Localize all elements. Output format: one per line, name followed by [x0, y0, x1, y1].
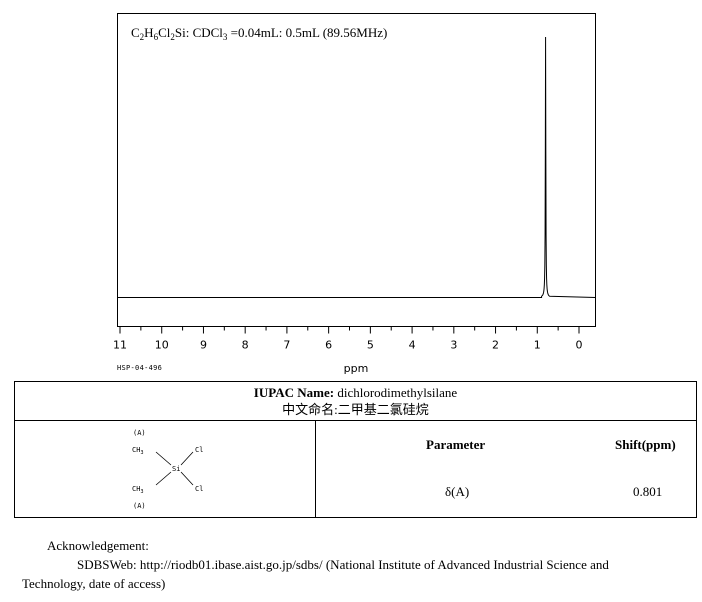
x-tick-label: 3 — [450, 339, 457, 352]
x-tick-label: 11 — [113, 339, 127, 352]
bond-line — [180, 451, 194, 466]
title-part: C — [131, 25, 140, 40]
x-tick-label: 10 — [155, 339, 169, 352]
title-part: 3 — [223, 32, 228, 42]
x-tick-label: 1 — [534, 339, 541, 352]
structure-label: CH3 — [132, 485, 143, 495]
structure-label: CH3 — [132, 446, 143, 456]
spectrum-trace — [117, 36, 596, 298]
x-tick-label: 7 — [283, 339, 290, 352]
acknowledgement-title: Acknowledgement: — [47, 538, 149, 553]
bond-line — [180, 471, 194, 486]
title-part: =0.04mL: 0.5mL (89.56MHz) — [227, 25, 387, 40]
plot-frame — [117, 13, 596, 327]
x-axis: 11 10 9 8 7 6 5 4 3 2 1 0 — [113, 326, 583, 352]
header-parameter: Parameter — [426, 437, 486, 452]
iupac-name: dichlorodimethylsilane — [337, 385, 458, 400]
header-shift: Shift(ppm) — [615, 437, 676, 452]
x-tick-label: 5 — [367, 339, 374, 352]
bond-line — [155, 471, 172, 486]
structure-diagram: (A) CH3 Cl Si CH3 Cl (A) — [132, 429, 203, 510]
name-row: IUPAC Name: dichlorodimethylsilane 中文命名:… — [15, 382, 696, 421]
compound-info-table: IUPAC Name: dichlorodimethylsilane 中文命名:… — [14, 381, 697, 518]
chart-title: C2H6Cl2Si: CDCl3 =0.04mL: 0.5mL (89.56MH… — [131, 25, 387, 42]
x-tick-label: 6 — [325, 339, 332, 352]
structure-cell: (A) CH3 Cl Si CH3 Cl (A) — [15, 420, 316, 517]
x-tick-label: 2 — [492, 339, 499, 352]
acknowledgement-line2: Technology, date of access) — [22, 576, 166, 591]
iupac-label: IUPAC Name: — [253, 385, 335, 400]
title-part: Cl — [158, 25, 171, 40]
chinese-label: 中文命名: — [282, 402, 338, 417]
param-name: δ(A) — [445, 484, 470, 499]
structure-label: Si — [172, 465, 180, 473]
structure-label: (A) — [133, 429, 146, 437]
title-part: H — [144, 25, 153, 40]
param-shift: 0.801 — [633, 484, 663, 499]
x-tick-label: 0 — [576, 339, 583, 352]
title-part: 6 — [154, 32, 159, 42]
x-tick-label: 9 — [200, 339, 207, 352]
data-row: (A) CH3 Cl Si CH3 Cl (A) Parameter Shift… — [15, 420, 696, 517]
chinese-name: 二甲基二氯硅烷 — [337, 402, 429, 417]
structure-label: Cl — [195, 485, 203, 493]
x-tick-label: 4 — [409, 339, 416, 352]
spectrum-code: HSP-04-496 — [117, 364, 163, 372]
x-axis-label: ppm — [344, 362, 369, 375]
structure-label: (A) — [133, 502, 146, 510]
title-part: 2 — [140, 32, 145, 42]
parameter-cell: Parameter Shift(ppm) δ(A) 0.801 — [316, 420, 696, 517]
bond-line — [155, 451, 172, 466]
structure-label: Cl — [195, 446, 203, 454]
title-part: 2 — [170, 32, 175, 42]
x-tick-label: 8 — [242, 339, 249, 352]
title-part: Si: CDCl — [175, 25, 223, 40]
nmr-spectrum-chart: C2H6Cl2Si: CDCl3 =0.04mL: 0.5mL (89.56MH… — [113, 13, 596, 375]
acknowledgement-line1: SDBSWeb: http://riodb01.ibase.aist.go.jp… — [77, 557, 609, 572]
